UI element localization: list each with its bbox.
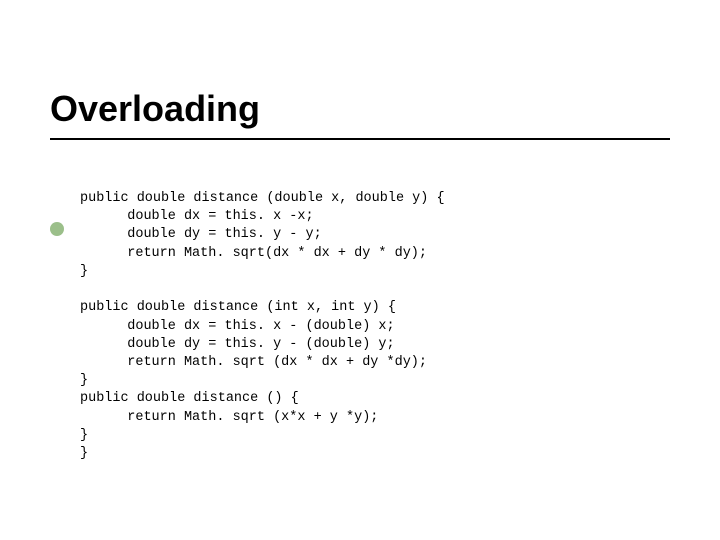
code-line: } [80, 372, 670, 390]
code-line: } [80, 427, 670, 445]
slide: Overloading public double distance (doub… [0, 0, 720, 540]
code-line: double dy = this. y - (double) y; [80, 336, 670, 354]
code-line [80, 281, 670, 299]
bullet-icon [50, 222, 64, 236]
code-line: double dx = this. x - (double) x; [80, 318, 670, 336]
title-underline [50, 138, 670, 140]
code-line: } [80, 445, 670, 463]
slide-title: Overloading [50, 88, 670, 136]
code-line: public double distance (int x, int y) { [80, 299, 670, 317]
code-line: } [80, 263, 670, 281]
code-line: double dy = this. y - y; [80, 226, 670, 244]
code-block: public double distance (double x, double… [80, 190, 670, 463]
code-line: return Math. sqrt (x*x + y *y); [80, 409, 670, 427]
code-line: public double distance (double x, double… [80, 190, 670, 208]
code-line: return Math. sqrt(dx * dx + dy * dy); [80, 245, 670, 263]
title-region: Overloading [50, 88, 670, 140]
code-line: double dx = this. x -x; [80, 208, 670, 226]
code-line: public double distance () { [80, 390, 670, 408]
code-line: return Math. sqrt (dx * dx + dy *dy); [80, 354, 670, 372]
